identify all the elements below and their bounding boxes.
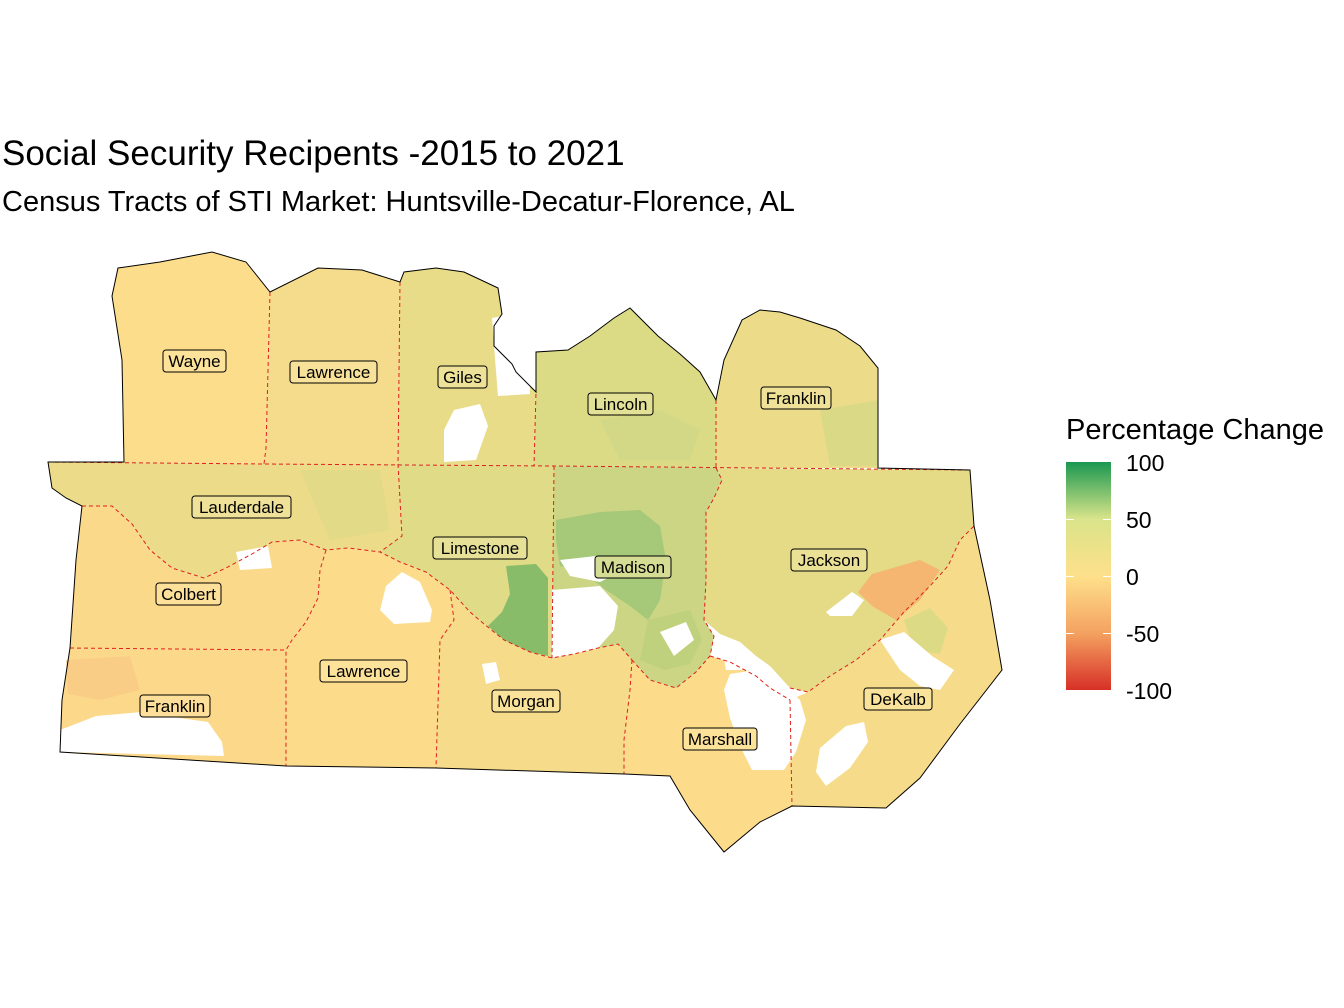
legend: Percentage Change 100 50 0 -50 -100	[1064, 412, 1344, 704]
label-lawrence-tn: Lawrence	[289, 360, 378, 384]
label-morgan-text: Morgan	[497, 692, 555, 711]
border-lawrence-giles	[397, 281, 401, 465]
tract-high-limestone	[488, 564, 548, 656]
label-giles-text: Giles	[443, 368, 482, 387]
nodata-franklin-al	[60, 712, 224, 756]
label-dekalb: DeKalb	[863, 687, 933, 711]
border-wayne-lawrence	[263, 291, 271, 465]
label-dekalb-text: DeKalb	[870, 690, 926, 709]
label-jackson: Jackson	[790, 548, 868, 572]
tract-low-jackson	[858, 560, 940, 620]
nodata-colbert	[236, 546, 272, 570]
county-colbert[interactable]	[70, 506, 326, 650]
map-title: Social Security Recipents -2015 to 2021	[2, 134, 625, 173]
label-wayne-text: Wayne	[168, 352, 220, 371]
legend-tick-100: 100	[1126, 450, 1165, 476]
nodata-giles	[492, 314, 530, 396]
legend-tick-minus-100: -100	[1126, 678, 1173, 704]
nodata-madison-3	[660, 622, 694, 656]
label-lincoln: Lincoln	[587, 392, 654, 416]
market-outline	[47, 251, 1003, 853]
label-morgan: Morgan	[491, 689, 561, 713]
label-marshall: Marshall	[682, 727, 758, 751]
label-madison-text: Madison	[601, 558, 665, 577]
label-franklin-tn-text: Franklin	[766, 389, 826, 408]
border-jackson-marshall	[709, 655, 791, 701]
border-state-line	[47, 461, 971, 471]
nodata-madison-2	[552, 586, 618, 658]
legend-tick-50: 50	[1126, 507, 1152, 533]
county-jackson[interactable]	[704, 468, 974, 692]
label-franklin-al: Franklin	[139, 694, 211, 718]
border-lauderdale-limestone	[379, 463, 403, 553]
legend-tick-0: 0	[1126, 564, 1139, 590]
label-lincoln-text: Lincoln	[594, 395, 648, 414]
nodata-marshall-2	[720, 636, 742, 670]
label-wayne: Wayne	[162, 349, 227, 373]
tract-mid-lauderdale	[300, 470, 390, 540]
label-limestone: Limestone	[432, 536, 528, 560]
border-colbert-franklin	[69, 647, 287, 651]
label-lauderdale: Lauderdale	[191, 495, 292, 519]
nodata-dekalb-2	[816, 722, 868, 786]
label-colbert-text: Colbert	[161, 585, 216, 604]
map-subtitle: Census Tracts of STI Market: Huntsville-…	[2, 186, 795, 218]
label-giles: Giles	[437, 365, 488, 389]
label-colbert: Colbert	[155, 582, 222, 606]
border-marshall-dekalb	[789, 699, 793, 807]
tract-low-franklin-al	[66, 656, 140, 700]
tract-mid-franklin-tn	[820, 400, 878, 466]
label-lawrence-al-text: Lawrence	[327, 662, 401, 681]
legend-title: Percentage Change	[1066, 414, 1324, 446]
label-franklin-al-text: Franklin	[145, 697, 205, 716]
nodata-morgan	[482, 662, 500, 684]
border-lawrence-morgan	[435, 589, 455, 769]
label-marshall-text: Marshall	[688, 730, 752, 749]
legend-tick-minus-50: -50	[1126, 621, 1160, 647]
border-tennessee-river	[82, 505, 633, 661]
tract-mid-lincoln	[600, 410, 700, 460]
border-morgan-marshall	[623, 659, 633, 774]
nodata-dekalb	[880, 632, 954, 690]
label-jackson-text: Jackson	[798, 551, 860, 570]
county-morgan[interactable]	[436, 590, 632, 774]
nodata-jackson	[826, 592, 864, 616]
label-lawrence-tn-text: Lawrence	[297, 363, 371, 382]
label-lauderdale-text: Lauderdale	[199, 498, 284, 517]
label-franklin-tn: Franklin	[760, 386, 832, 410]
label-madison: Madison	[594, 555, 672, 579]
border-madison-jackson	[631, 467, 723, 689]
label-limestone-text: Limestone	[441, 539, 519, 558]
nodata-giles-south	[444, 404, 488, 462]
label-lawrence-al: Lawrence	[319, 659, 408, 683]
nodata-lawrence-al	[380, 572, 432, 624]
